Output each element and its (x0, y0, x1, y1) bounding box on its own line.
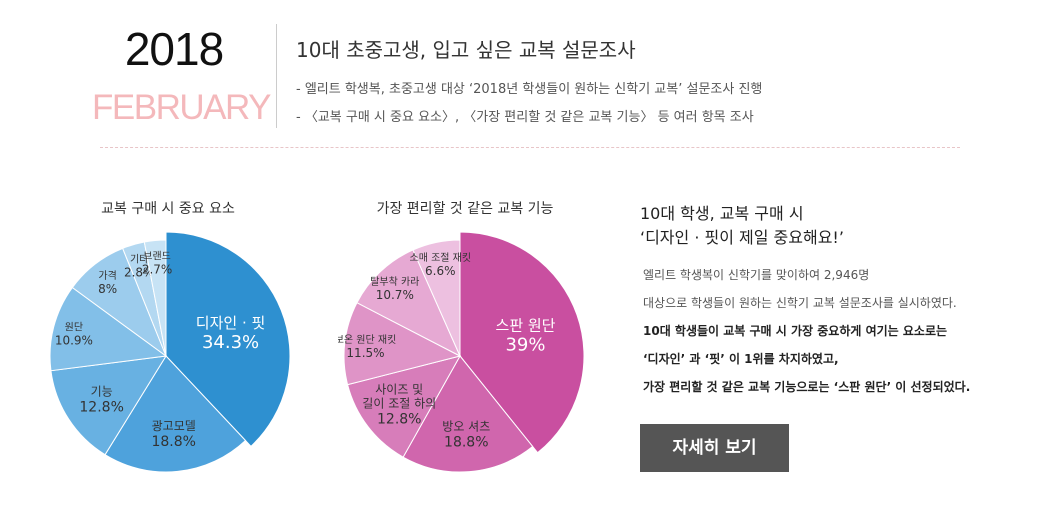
chart1-slice-3 (49, 286, 168, 372)
chart1-label-0: 디자인 · 핏 (196, 314, 266, 332)
chart2-slice-5 (412, 239, 461, 357)
summary-line-3: 10대 학생들이 교복 구매 시 가장 중요하게 여기는 요소로는 (643, 324, 948, 338)
date-year: 2018 (124, 23, 224, 75)
chart1-label-6: 브랜드 (143, 250, 171, 262)
chart1-value-2: 12.8% (79, 399, 123, 415)
chart1-value-1: 18.8% (151, 434, 195, 450)
chart2-label-0: 스판 원단 (496, 316, 556, 334)
survey-line-2: - 〈교복 구매 시 중요 요소〉, 〈가장 편리할 것 같은 교복 기능〉 등… (296, 110, 754, 125)
summary-heading-line-2: ‘디자인 · 핏이 제일 중요해요!’ (640, 228, 844, 247)
chart2-label-1: 방오 셔츠 (442, 419, 490, 433)
chart1-label-4: 가격 (98, 269, 116, 282)
chart2-slice-4 (356, 249, 462, 358)
chart1-slice-0 (165, 231, 291, 448)
chart1-slice-1 (104, 355, 247, 473)
chart2-value-0: 39% (505, 334, 545, 355)
summary-line-2: 대상으로 학생들이 원하는 신학기 교복 설문조사를 실시하였다. (643, 296, 957, 310)
chart2-slice-0 (459, 231, 585, 454)
chart2-title: 가장 편리할 것 같은 교복 기능 (376, 201, 554, 217)
chart1-slice-2 (50, 355, 167, 456)
chart1-label-5: 기타 (130, 254, 148, 266)
summary-line-4: ‘디자인’ 과 ‘핏’ 이 1위를 차지하였고, (643, 352, 839, 366)
date-month: FEBRUARY (92, 88, 271, 127)
survey-title: 10대 초중고생, 입고 싶은 교복 설문조사 (296, 38, 636, 62)
dashed-separator (100, 147, 960, 148)
summary-line-5: 가장 편리할 것 같은 교복 기능으로는 ‘스판 원단’ 이 선정되었다. (643, 380, 971, 394)
chart1-value-6: 2.7% (142, 262, 173, 276)
survey-line-1: - 엘리트 학생복, 초중고생 대상 ‘2018년 학생들이 원하는 신학기 교… (296, 82, 763, 97)
chart2-slice-3 (343, 302, 462, 386)
chart2-value-1: 18.8% (444, 434, 488, 450)
chart1-title: 교복 구매 시 중요 요소 (101, 201, 235, 217)
chart1-value-4: 8% (98, 282, 117, 296)
chart1-label-1: 광고모델 (152, 419, 196, 433)
chart2-label-2-1: 길이 조절 하의 (362, 397, 436, 411)
header-divider (276, 24, 277, 128)
chart2-label-5: 소매 조절 재킷 (410, 251, 472, 264)
chart2-value-5: 6.6% (425, 264, 456, 278)
chart1-label-2: 기능 (91, 384, 113, 398)
chart2-value-4: 10.7% (376, 288, 414, 302)
chart1-slice-6 (143, 239, 167, 357)
summary-line-1: 엘리트 학생복이 신학기를 맞이하여 2,946명 (643, 268, 870, 282)
chart2-slice-1 (402, 355, 534, 473)
chart2-value-3: 11.5% (346, 346, 384, 360)
chart1-value-3: 10.9% (55, 333, 93, 347)
details-button[interactable]: 자세히 보기 (640, 424, 789, 472)
chart2-label-4: 탈부착 카라 (370, 275, 419, 288)
summary-heading-line-1: 10대 학생, 교복 구매 시 (640, 204, 804, 223)
chart2-value-2: 12.8% (377, 412, 421, 428)
chart2-label-2-0: 사이즈 및 (375, 383, 423, 397)
chart2-slice-2 (346, 355, 462, 458)
chart2-label-3: 보온 원단 재킷 (338, 334, 396, 346)
chart1-value-0: 34.3% (202, 332, 259, 353)
chart1-value-5: 2.8% (124, 266, 155, 280)
chart1-label-3: 원단 (65, 321, 83, 333)
